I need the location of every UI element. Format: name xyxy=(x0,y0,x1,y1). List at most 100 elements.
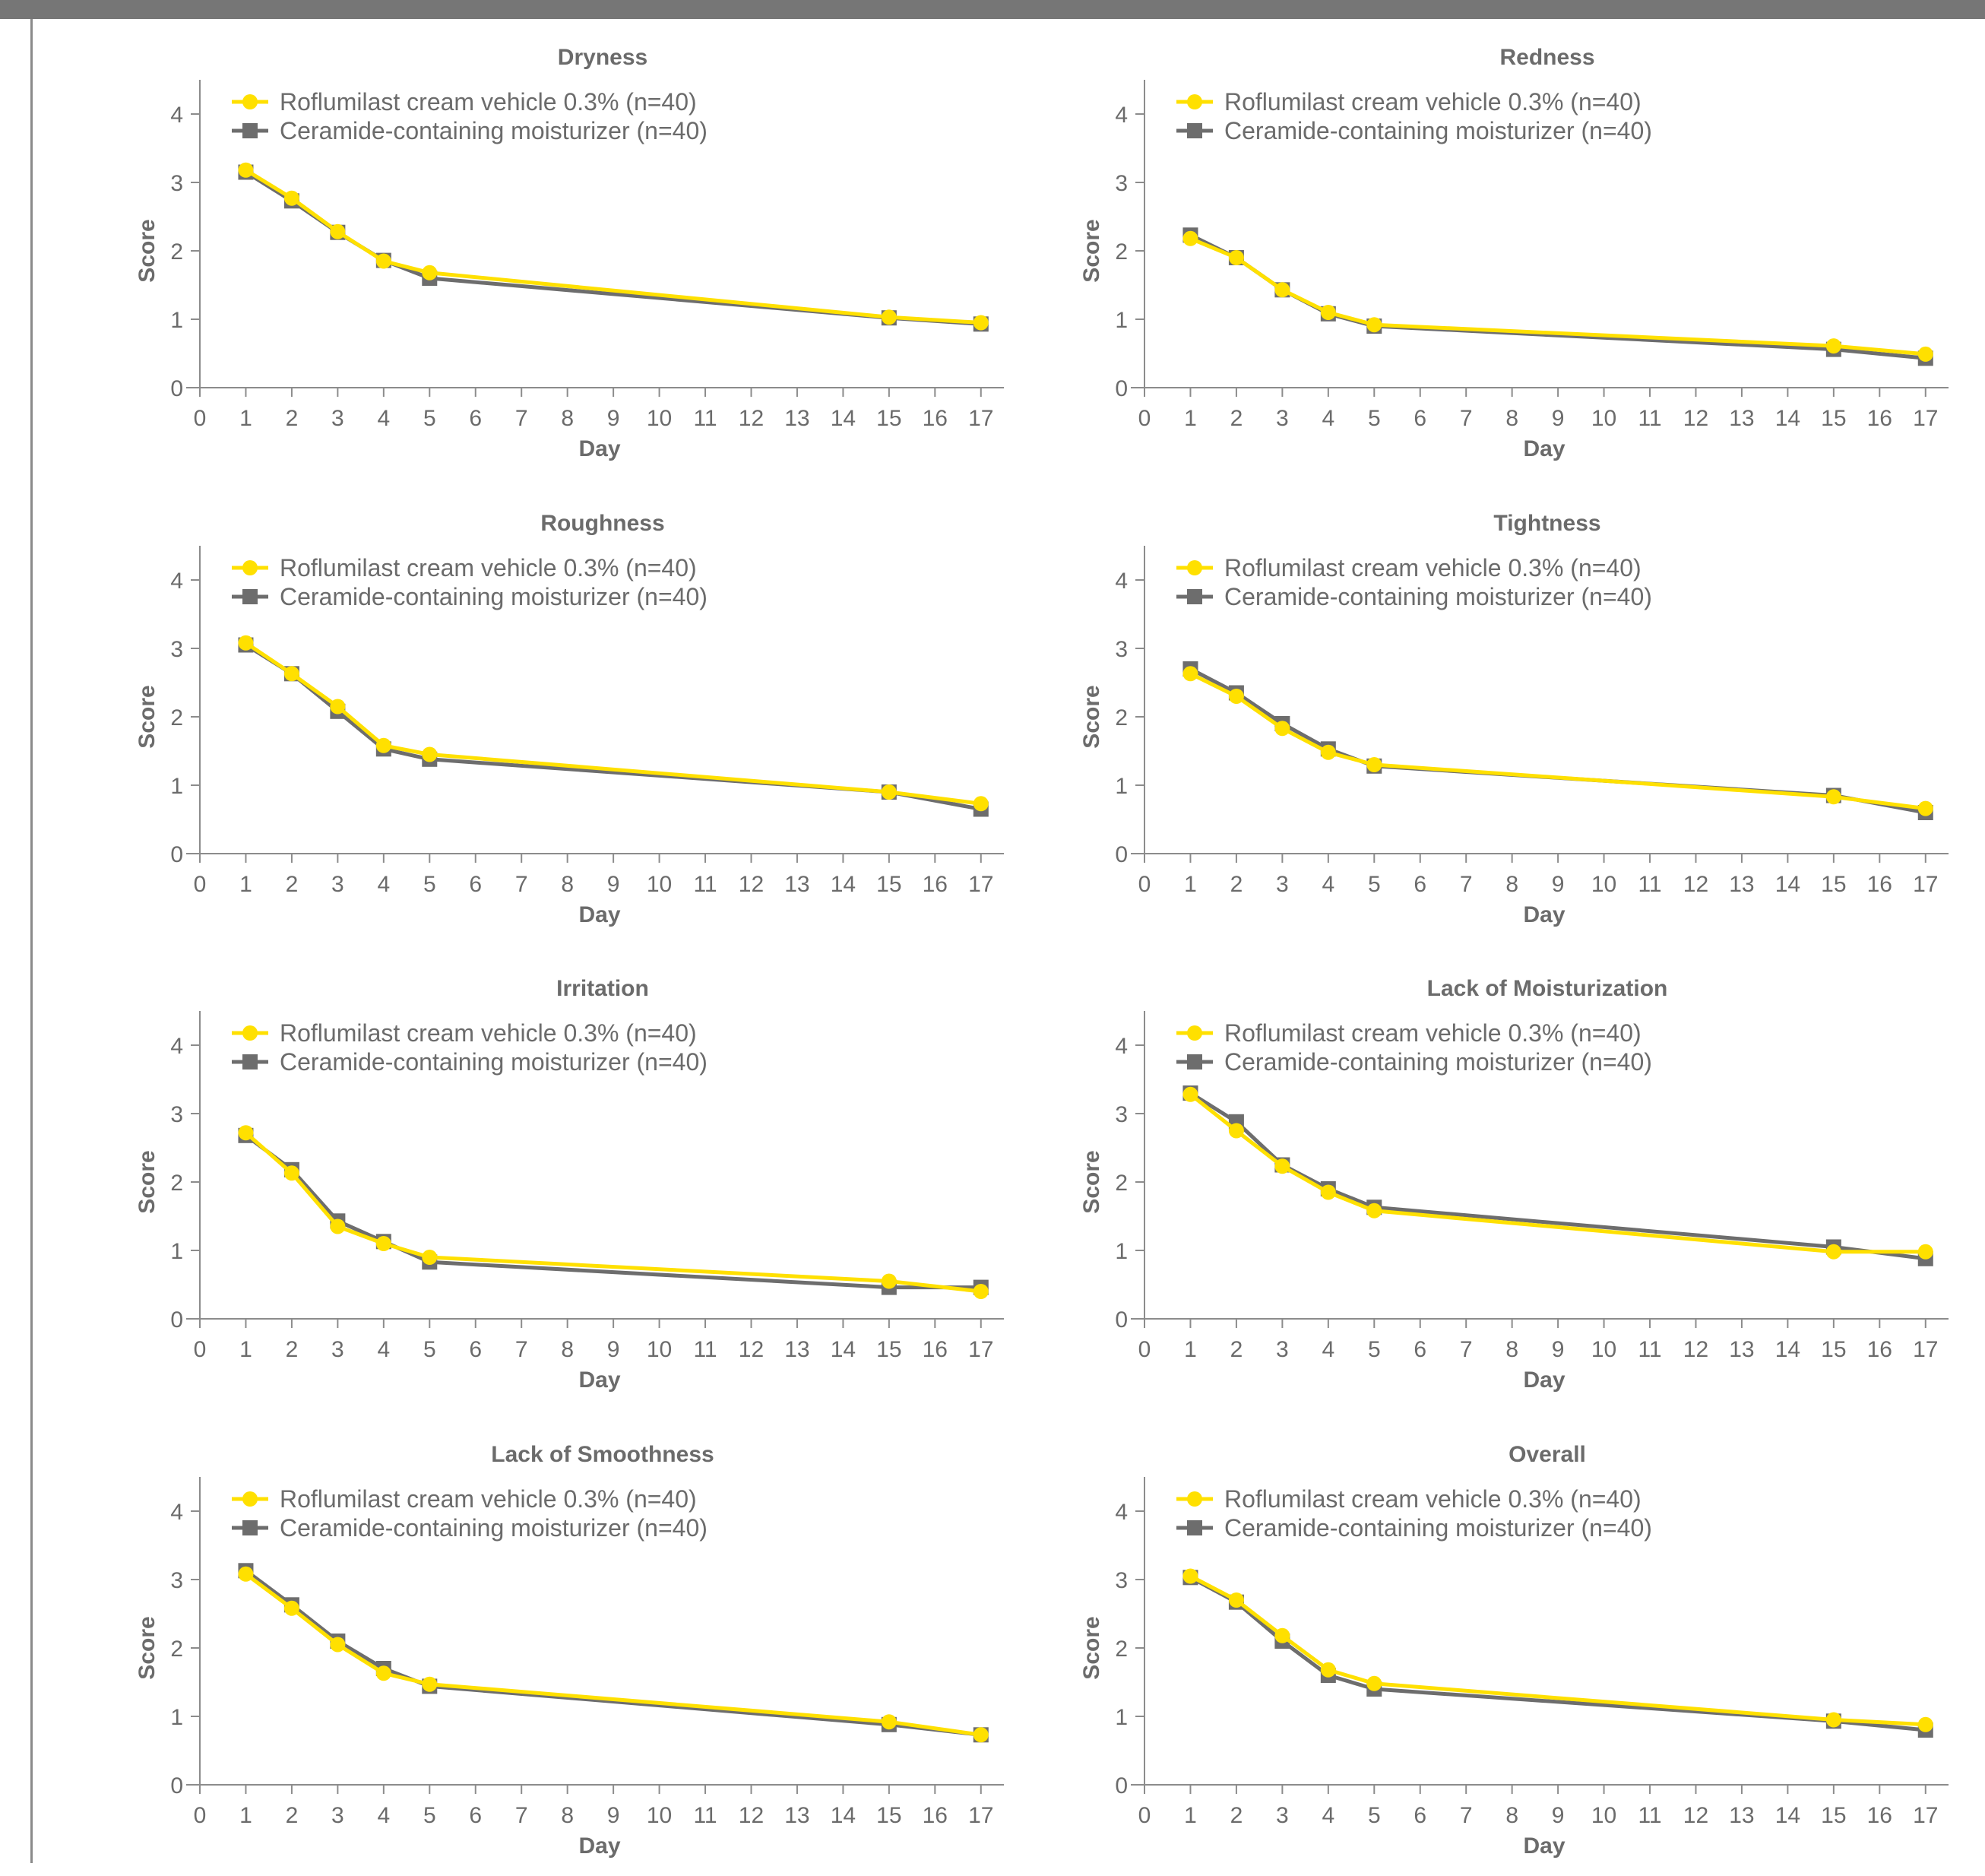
data-point-roflumilast xyxy=(973,1727,989,1743)
x-tick-label: 8 xyxy=(1505,872,1518,897)
x-tick-label: 3 xyxy=(1276,406,1289,431)
x-axis-label: Day xyxy=(578,1367,620,1393)
y-tick-label: 1 xyxy=(170,1239,183,1264)
x-tick-label: 4 xyxy=(1322,872,1334,897)
x-tick-label: 1 xyxy=(239,1803,252,1828)
chart-title: Roughness xyxy=(540,511,664,536)
x-tick-label: 1 xyxy=(1184,1803,1197,1828)
y-tick-label: 0 xyxy=(170,376,183,401)
x-tick-label: 4 xyxy=(377,406,390,431)
series-line-ceramide xyxy=(1189,667,1926,815)
x-tick-label: 5 xyxy=(423,406,436,431)
x-tick-label: 13 xyxy=(1729,872,1754,897)
y-tick-label: 2 xyxy=(1115,1171,1128,1196)
data-point-roflumilast xyxy=(1320,1184,1336,1200)
y-tick-label: 4 xyxy=(170,103,183,128)
legend-label: Ceramide-containing moisturizer (n=40) xyxy=(280,117,708,144)
series-line-ceramide xyxy=(245,643,982,811)
x-tick-label: 14 xyxy=(831,872,856,897)
x-tick-label: 17 xyxy=(968,406,993,431)
x-tick-label: 6 xyxy=(469,406,482,431)
series-line-ceramide xyxy=(245,1133,981,1290)
y-tick-label: 2 xyxy=(1115,705,1128,730)
y-tick-label: 3 xyxy=(170,1102,183,1127)
x-tick-label: 5 xyxy=(423,1803,436,1828)
x-tick-label: 15 xyxy=(1821,872,1846,897)
chart-panel-roughness: Roughness 0 1 2 3 4 0 1 2 3 4 5 6 7 8 9 10 11 12 13 14 15 16 17… xyxy=(0,489,1004,945)
x-tick-label: 12 xyxy=(739,872,764,897)
x-tick-label: 2 xyxy=(286,872,299,897)
x-tick-label: 15 xyxy=(876,872,901,897)
data-point-roflumilast xyxy=(422,1250,438,1265)
data-point-roflumilast xyxy=(1917,800,1933,816)
x-tick-label: 11 xyxy=(693,872,717,897)
y-tick-label: 4 xyxy=(170,569,183,594)
x-axis-label: Day xyxy=(1523,436,1565,461)
x-tick-label: 5 xyxy=(1368,406,1381,431)
x-tick-label: 9 xyxy=(1552,1803,1565,1828)
x-tick-label: 13 xyxy=(1729,1803,1754,1828)
x-tick-label: 0 xyxy=(1138,1337,1151,1362)
data-point-roflumilast xyxy=(375,1665,391,1681)
x-tick-label: 8 xyxy=(1505,1337,1518,1362)
y-tick-label: 4 xyxy=(1115,1034,1128,1059)
legend-label: Ceramide-containing moisturizer (n=40) xyxy=(280,1048,708,1076)
y-tick-label: 1 xyxy=(170,1705,183,1730)
x-tick-label: 15 xyxy=(876,406,901,431)
data-point-roflumilast xyxy=(422,1676,438,1692)
x-tick-label: 11 xyxy=(693,406,717,431)
data-point-roflumilast xyxy=(1320,1662,1336,1678)
data-point-roflumilast xyxy=(375,1236,391,1251)
data-point-roflumilast xyxy=(1274,282,1290,298)
x-tick-label: 12 xyxy=(739,406,764,431)
x-tick-label: 2 xyxy=(1230,1337,1243,1362)
x-tick-label: 7 xyxy=(1460,406,1473,431)
x-tick-label: 7 xyxy=(1460,1803,1473,1828)
data-point-roflumilast xyxy=(1825,1712,1841,1728)
data-point-roflumilast xyxy=(1366,317,1382,333)
legend-label: Roflumilast cream vehicle 0.3% (n=40) xyxy=(1224,1019,1642,1047)
data-point-roflumilast xyxy=(330,223,346,239)
x-axis-label: Day xyxy=(578,902,620,927)
x-tick-label: 0 xyxy=(1138,406,1151,431)
x-tick-label: 14 xyxy=(1775,1337,1800,1362)
x-tick-label: 14 xyxy=(1775,406,1800,431)
y-tick-label: 2 xyxy=(170,1171,183,1196)
x-tick-label: 16 xyxy=(923,1337,948,1362)
y-axis-label: Score xyxy=(135,1150,160,1213)
x-tick-label: 5 xyxy=(423,1337,436,1362)
legend-label: Ceramide-containing moisturizer (n=40) xyxy=(280,583,708,610)
x-tick-label: 8 xyxy=(561,406,574,431)
x-tick-label: 12 xyxy=(1683,1803,1708,1828)
x-tick-label: 4 xyxy=(377,1337,390,1362)
data-point-roflumilast xyxy=(1182,1568,1198,1584)
data-point-roflumilast xyxy=(330,1218,346,1234)
x-axis-label: Day xyxy=(1523,1367,1565,1393)
x-tick-label: 2 xyxy=(1230,406,1243,431)
y-axis-label: Score xyxy=(1079,685,1104,748)
data-point-roflumilast xyxy=(881,784,897,800)
data-point-roflumilast xyxy=(1228,250,1244,265)
legend-label: Ceramide-containing moisturizer (n=40) xyxy=(280,1514,708,1542)
y-tick-label: 0 xyxy=(170,1773,183,1798)
x-tick-label: 0 xyxy=(1138,872,1151,897)
data-point-roflumilast xyxy=(375,253,391,269)
x-tick-label: 5 xyxy=(1368,1803,1381,1828)
y-tick-label: 0 xyxy=(1115,1307,1128,1333)
legend-label: Roflumilast cream vehicle 0.3% (n=40) xyxy=(1224,88,1642,116)
y-tick-label: 1 xyxy=(170,308,183,333)
x-tick-label: 3 xyxy=(331,406,344,431)
x-tick-label: 9 xyxy=(1552,406,1565,431)
x-tick-label: 9 xyxy=(607,872,620,897)
legend-marker-square xyxy=(242,123,258,138)
x-tick-label: 1 xyxy=(1184,406,1197,431)
x-tick-label: 16 xyxy=(923,872,948,897)
x-tick-label: 1 xyxy=(1184,1337,1197,1362)
x-tick-label: 4 xyxy=(377,1803,390,1828)
x-tick-label: 3 xyxy=(331,1337,344,1362)
x-tick-label: 17 xyxy=(968,1337,993,1362)
x-tick-label: 8 xyxy=(561,872,574,897)
x-tick-label: 4 xyxy=(377,872,390,897)
x-tick-label: 10 xyxy=(1591,1337,1616,1362)
